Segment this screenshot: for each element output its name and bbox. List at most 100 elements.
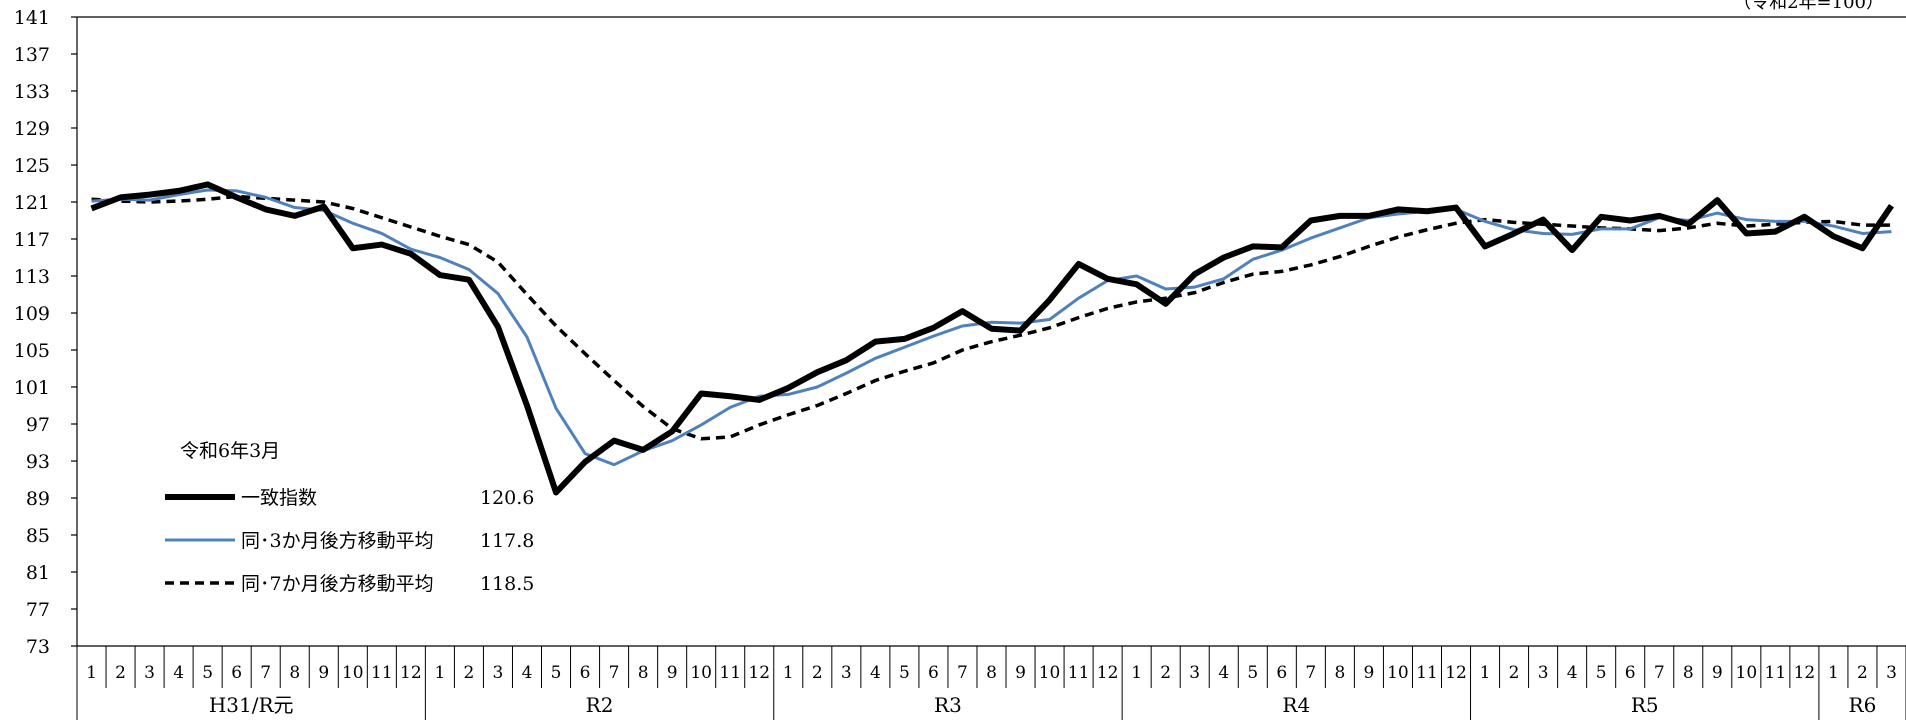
y-tick-label: 93 [26,451,50,473]
year-group-label: R4 [1282,693,1310,717]
plot-area [77,16,1906,496]
year-group-label: R5 [1631,693,1659,717]
x-tick-label: 6 [1625,663,1636,683]
legend-value: 117.8 [480,530,534,552]
y-tick-label: 101 [14,377,50,399]
x-tick-label: 11 [719,663,741,683]
x-tick-label: 12 [1445,663,1467,683]
x-tick-label: 1 [1480,663,1491,683]
x-tick-label: 5 [899,663,910,683]
x-tick-label: 3 [144,663,155,683]
x-tick-label: 11 [1068,663,1090,683]
x-tick-label: 7 [260,663,271,683]
x-tick-label: 10 [342,663,364,683]
x-tick-label: 5 [1247,663,1258,683]
y-tick-label: 81 [26,562,50,584]
x-tick-label: 1 [783,663,794,683]
x-tick-label: 10 [1039,663,1061,683]
x-tick-label: 7 [609,663,620,683]
y-axis: 73 77 81 85 89 93 97 101 105 109 113 117 121 125 129 13… [14,7,78,658]
y-tick-label: 133 [14,81,50,103]
x-tick-label: 12 [400,663,422,683]
x-tick-label: 1 [1131,663,1142,683]
x-tick-label: 3 [1189,663,1200,683]
y-tick-label: 85 [26,525,50,547]
x-tick-label: 2 [812,663,823,683]
x-tick-label: 9 [318,663,329,683]
x-tick-label: 10 [690,663,712,683]
x-axis: 1 2 3 4 5 6 7 8 9 10 11 12 1 2 3 4 5 6 7 8 9 10 11 12 1 2 3 4 5 6 7 8 9 1… [76,645,1906,720]
x-tick-label: 10 [1736,663,1758,683]
x-tick-label: 8 [1334,663,1345,683]
x-tick-label: 4 [870,663,881,683]
legend-label: 同･7か月後方移動平均 [241,573,434,595]
x-tick-label: 9 [1015,663,1026,683]
x-tick-label: 11 [1765,663,1787,683]
series-line-3 [91,194,1892,441]
x-tick-label: 4 [1567,663,1578,683]
legend-value: 120.6 [480,487,534,509]
x-tick-label: 12 [1097,663,1119,683]
y-tick-label: 89 [26,488,50,510]
y-tick-label: 97 [26,414,50,436]
x-tick-label: 9 [1363,663,1374,683]
y-tick-label: 129 [14,118,50,140]
x-tick-label: 2 [115,663,126,683]
x-tick-label: 8 [1683,663,1694,683]
x-tick-label: 2 [1160,663,1171,683]
x-tick-label: 6 [928,663,939,683]
x-tick-label: 8 [986,663,997,683]
x-tick-label: 7 [957,663,968,683]
x-tick-label: 6 [231,663,242,683]
x-tick-label: 9 [1712,663,1723,683]
y-tick-label: 137 [14,44,50,66]
x-tick-label: 5 [1596,663,1607,683]
y-tick-label: 105 [14,340,50,362]
x-tick-label: 7 [1654,663,1665,683]
series-line-1 [90,181,1894,496]
year-group-label: H31/R元 [209,693,294,717]
x-tick-label: 1 [434,663,445,683]
y-tick-label: 77 [26,599,50,621]
x-tick-label: 12 [1794,663,1816,683]
x-tick-label: 1 [86,663,97,683]
x-tick-label: 6 [580,663,591,683]
x-tick-label: 3 [1886,663,1897,683]
x-tick-label: 7 [1305,663,1316,683]
x-tick-label: 11 [1416,663,1438,683]
x-tick-label: 9 [667,663,678,683]
legend-heading: 令和6年3月 [180,440,280,462]
x-tick-label: 6 [1276,663,1287,683]
legend-label: 同･3か月後方移動平均 [241,530,434,552]
legend-value: 118.5 [480,573,534,595]
x-tick-label: 5 [551,663,562,683]
y-tick-label: 141 [14,7,50,29]
x-tick-label: 10 [1387,663,1409,683]
x-tick-label: 8 [289,663,300,683]
x-tick-label: 3 [841,663,852,683]
x-tick-label: 5 [202,663,213,683]
y-tick-label: 121 [14,192,50,214]
y-tick-label: 113 [14,266,50,288]
x-tick-label: 3 [493,663,504,683]
x-tick-label: 4 [522,663,533,683]
y-tick-label: 117 [14,229,50,251]
y-tick-label: 109 [14,303,50,325]
legend-label: 一致指数 [241,487,317,509]
x-tick-label: 12 [748,663,770,683]
x-tick-label: 4 [173,663,184,683]
y-tick-label: 125 [14,155,50,177]
x-tick-label: 2 [464,663,475,683]
x-tick-label: 1 [1828,663,1839,683]
year-group-label: R3 [934,693,962,717]
unit-note: （令和2年=100） [1733,0,1884,13]
x-tick-label: 11 [371,663,393,683]
x-tick-label: 8 [638,663,649,683]
x-tick-label: 2 [1857,663,1868,683]
x-tick-label: 3 [1538,663,1549,683]
x-tick-label: 4 [1218,663,1229,683]
y-tick-label: 73 [26,636,50,658]
year-group-label: R2 [586,693,614,717]
